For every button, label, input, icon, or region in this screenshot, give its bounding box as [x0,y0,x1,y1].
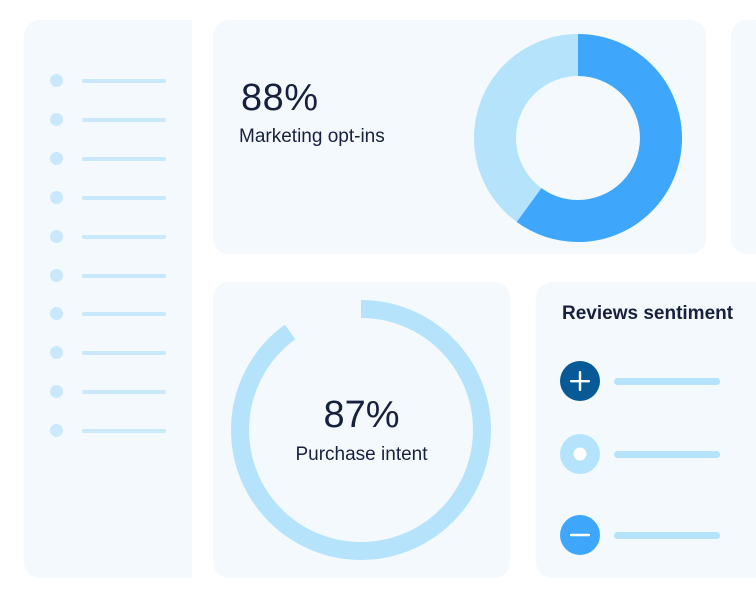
sidebar-item[interactable] [50,74,170,88]
review-row-negative [560,515,730,555]
dot-icon [50,112,63,126]
sidebar-item[interactable] [50,229,170,244]
sidebar-item-placeholder-line [82,195,166,200]
sidebar-item[interactable] [50,268,170,283]
dot-icon [50,190,63,204]
dot-icon [50,307,63,321]
sidebar-item[interactable] [50,385,170,399]
optin-value: 88% [241,77,319,119]
dot-icon [50,151,63,165]
dot-icon [50,424,63,438]
partial-card [731,20,756,254]
optin-donut-arc [474,34,682,242]
sidebar-item-placeholder-line [82,117,166,122]
optin-label: Marketing opt-ins [239,126,385,147]
reviews-sentiment-card: Reviews sentiment [536,282,756,578]
dot-icon [50,385,63,399]
sidebar-item[interactable] [50,112,170,127]
intent-ring-arc [231,300,491,560]
review-bar-negative [614,532,720,539]
sidebar-item[interactable] [50,190,170,205]
review-bar-positive [614,378,720,385]
optin-donut-chart [474,34,682,242]
sidebar-item-placeholder-line [82,156,166,161]
sidebar-item-placeholder-line [82,234,166,239]
sidebar-item[interactable] [50,424,170,438]
sidebar-item-placeholder-line [82,429,166,434]
dot-icon [50,74,63,87]
dot-icon [50,268,63,282]
intent-label: Purchase intent [295,444,428,465]
sidebar-item[interactable] [50,346,170,360]
intent-value: 87% [323,394,400,436]
plus-icon [560,361,600,401]
sidebar-item[interactable] [50,307,170,321]
dot-icon [50,346,63,360]
sidebar-item-placeholder-line [82,273,166,278]
sidebar-item[interactable] [50,151,170,166]
review-row-neutral [560,434,730,474]
neutral-dot-icon [560,434,600,474]
sidebar-item-placeholder-line [82,312,166,317]
sidebar [24,20,192,578]
review-bar-neutral [614,451,720,458]
intent-ring-chart [231,300,491,560]
marketing-optins-card: 88% Marketing opt-ins [213,20,706,254]
review-row-positive [560,361,730,401]
purchase-intent-card: 87% Purchase intent [213,282,510,578]
sidebar-item-placeholder-line [82,351,166,356]
reviews-title: Reviews sentiment [562,303,734,324]
sidebar-item-placeholder-line [82,390,166,395]
sidebar-item-placeholder-line [82,79,166,83]
dot-icon [50,229,63,243]
minus-icon [560,515,600,555]
